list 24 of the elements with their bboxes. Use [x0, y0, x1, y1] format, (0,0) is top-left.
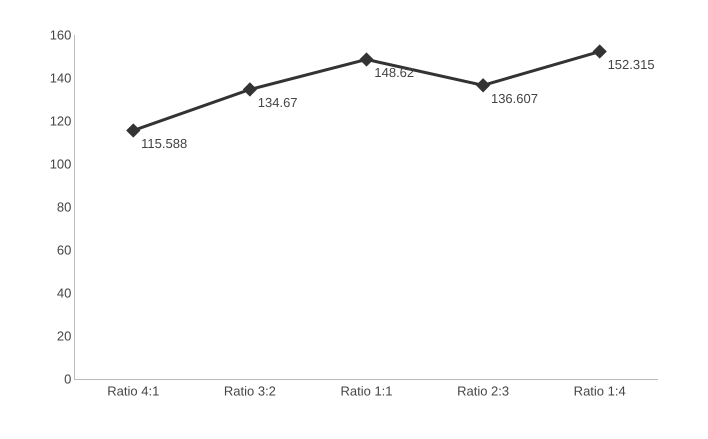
- point: [476, 78, 490, 92]
- data-label: 115.588: [141, 136, 188, 152]
- x-tick-label: Ratio 4:1: [107, 384, 160, 399]
- y-tick-label: 140: [50, 70, 72, 86]
- y-tick-label: 160: [50, 28, 72, 43]
- data-label: 152.315: [608, 57, 655, 72]
- point: [592, 44, 607, 59]
- x-tick-label: Ratio 3:2: [224, 384, 276, 399]
- y-tick-label: 60: [56, 242, 72, 258]
- x-tick-label: Ratio 1:4: [574, 384, 626, 399]
- data-label: 134.67: [258, 95, 298, 110]
- y-tick-label: 0: [64, 372, 72, 387]
- y-tick-label: 80: [56, 200, 72, 215]
- data-label: 136.607: [490, 90, 538, 106]
- data-label: 148.62: [374, 65, 414, 80]
- point: [359, 52, 374, 67]
- point: [126, 123, 140, 138]
- y-tick-label: 40: [56, 286, 72, 301]
- point: [242, 82, 258, 97]
- y-tick-label: 100: [50, 156, 72, 172]
- y-tick-label: 120: [50, 114, 72, 129]
- y-tick-label: 20: [56, 328, 72, 344]
- x-tick-label: Ratio 1:1: [340, 384, 393, 399]
- x-tick-label: Ratio 2:3: [457, 384, 510, 399]
